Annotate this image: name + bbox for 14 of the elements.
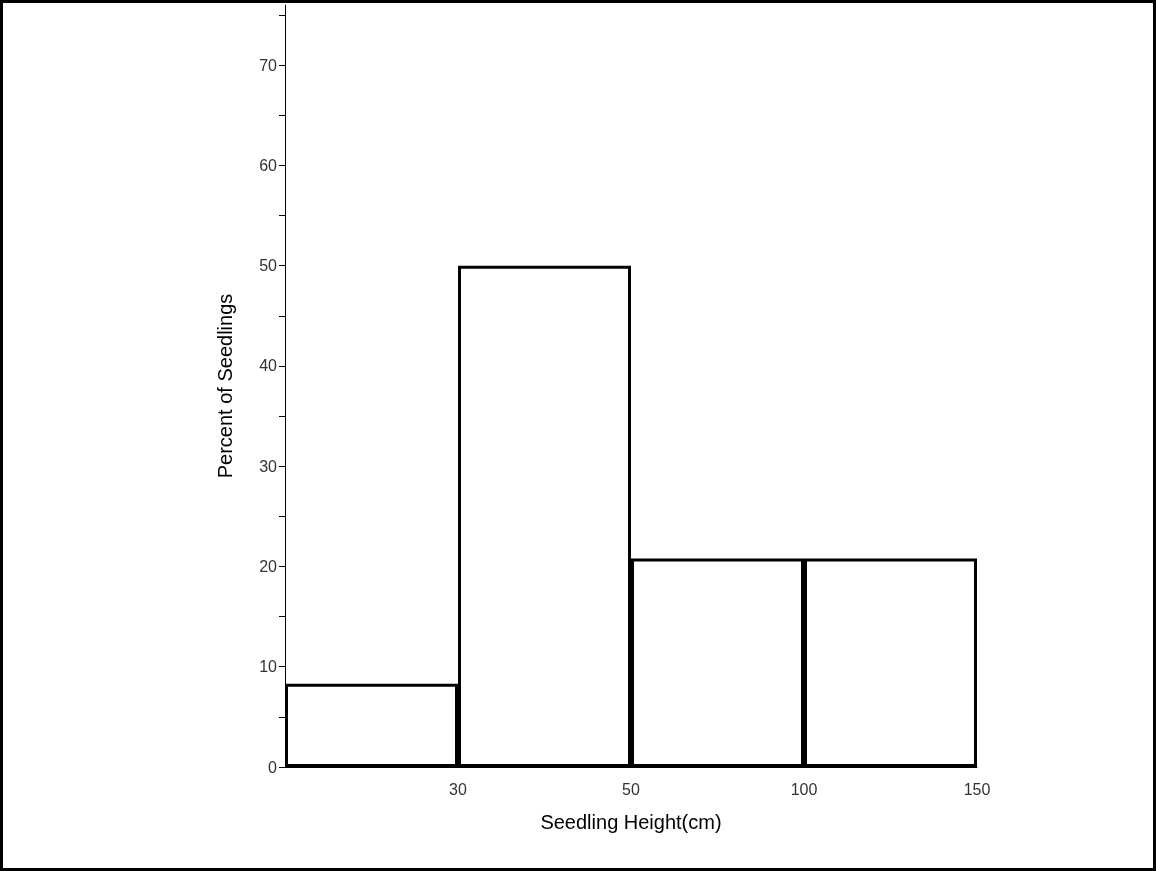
y-tick-label: 0: [268, 758, 278, 776]
y-tick-label: 60: [259, 156, 278, 174]
x-tick-label: 30: [449, 780, 467, 798]
y-tick-label: 70: [259, 56, 278, 74]
x-tick-label: 150: [963, 780, 991, 798]
y-tick-label: 30: [259, 457, 278, 475]
y-axis-title: Percent of Seedlings: [214, 293, 236, 479]
y-tick-label: 50: [259, 257, 278, 275]
y-tick-label: 20: [259, 557, 278, 575]
x-tick-label: 100: [790, 780, 818, 798]
x-tick-label: 50: [622, 780, 640, 798]
y-tick-label: 10: [259, 658, 278, 676]
y-tick-label: 40: [259, 357, 278, 375]
x-axis-title: Seedling Height(cm): [540, 811, 722, 833]
